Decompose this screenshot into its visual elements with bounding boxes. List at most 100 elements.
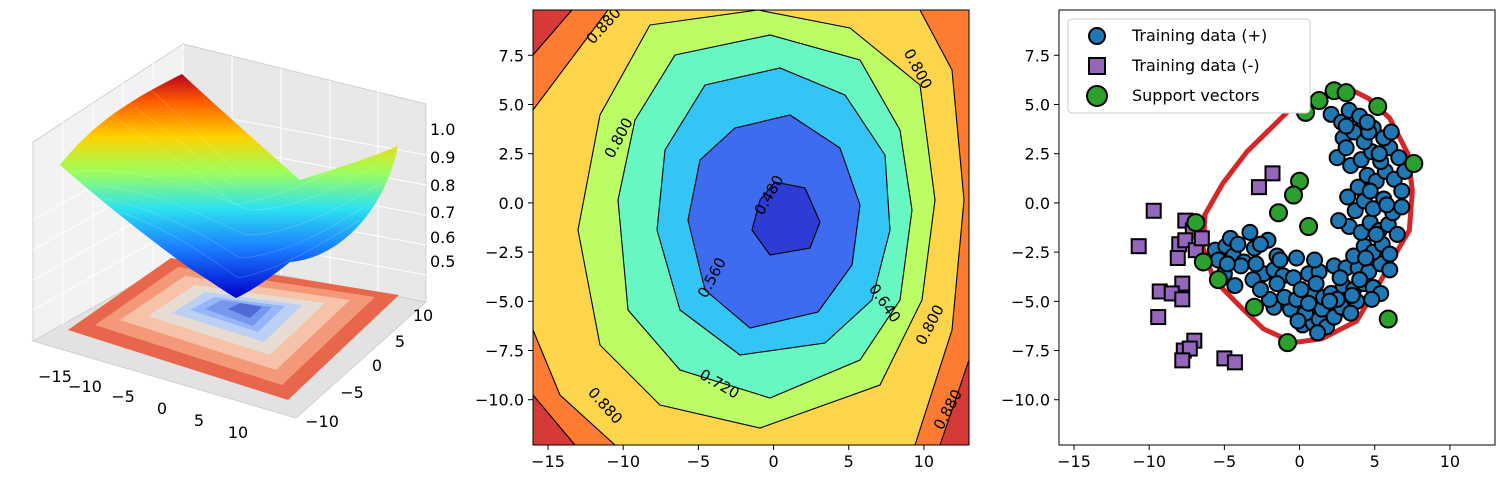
training-plus-point xyxy=(1300,294,1318,312)
training-plus-point xyxy=(1241,223,1259,241)
training-plus-point xyxy=(1251,235,1269,253)
legend: Training data (+) Training data (-) Supp… xyxy=(1067,18,1311,114)
legend-box xyxy=(1067,18,1311,114)
support-vector-points xyxy=(1186,81,1424,353)
training-plus-point xyxy=(1289,312,1307,330)
training-plus-point xyxy=(1370,145,1388,163)
contour-level-1 xyxy=(752,182,820,255)
contour-y-tick-label: −7.5 xyxy=(485,342,524,361)
z3d-tick: 0.8 xyxy=(430,176,455,195)
training-plus-point xyxy=(1393,198,1411,216)
x3d-tick: 10 xyxy=(228,423,248,442)
training-minus-point xyxy=(1169,250,1186,267)
scatter-y-tick-label: 0.0 xyxy=(1025,194,1050,213)
y3d-tick: 10 xyxy=(413,306,433,325)
training-minus-points xyxy=(1130,165,1281,371)
training-plus-point xyxy=(1271,251,1289,269)
z3d-tick: 0.6 xyxy=(430,228,455,247)
surface-3d-panel: −15 −10 −5 0 5 10 −10 −5 0 5 10 0.5 0.6 … xyxy=(31,43,455,442)
training-plus-point xyxy=(1367,225,1385,243)
training-plus-point xyxy=(1351,271,1369,289)
scatter-y-tick-label: −10.0 xyxy=(1001,391,1050,410)
training-minus-point xyxy=(1174,291,1191,308)
contour-y-tick-label: 0.0 xyxy=(499,194,524,213)
contour-x-tick-label: −5 xyxy=(687,452,711,471)
training-plus-point xyxy=(1229,235,1247,253)
contour-x-tick-label: −15 xyxy=(531,452,565,471)
surface-mesh xyxy=(60,74,398,298)
scatter-y-tick-label: 7.5 xyxy=(1025,46,1050,65)
legend-label-plus: Training data (+) xyxy=(1131,26,1267,45)
scatter-y-tick-label: −7.5 xyxy=(1011,342,1050,361)
training-plus-point xyxy=(1285,269,1303,287)
contour-panel: 0.4800.5600.6400.7200.8000.8000.8000.880… xyxy=(475,9,970,471)
legend-label-sv: Support vectors xyxy=(1132,86,1259,105)
training-minus-point xyxy=(1150,309,1167,326)
scatter-x-tick-label: −5 xyxy=(1213,452,1237,471)
support-vector-point xyxy=(1284,185,1304,205)
surface-mesh-lines xyxy=(69,84,393,279)
support-vector-point xyxy=(1309,91,1329,111)
training-plus-point xyxy=(1381,245,1399,263)
contour-x-tick-label: 5 xyxy=(844,452,854,471)
support-vector-point xyxy=(1208,270,1228,290)
training-plus-point xyxy=(1363,290,1381,308)
training-plus-point xyxy=(1288,249,1306,267)
scatter-y-tick-label: −5.0 xyxy=(1011,292,1050,311)
support-vector-point xyxy=(1336,83,1356,103)
training-minus-point xyxy=(1145,202,1162,219)
training-plus-point xyxy=(1393,182,1411,200)
training-plus-point xyxy=(1309,324,1327,342)
training-plus-point xyxy=(1382,123,1400,141)
x3d-tick: 0 xyxy=(157,399,167,418)
x3d-tick: −10 xyxy=(68,377,102,396)
scatter-y-ticks: −10.0 −7.5 −5.0 −2.5 0.0 2.5 5.0 7.5 xyxy=(1001,46,1059,410)
support-vector-point xyxy=(1278,333,1298,353)
z-axis-3d: 0.5 0.6 0.7 0.8 0.9 1.0 xyxy=(430,120,455,271)
support-vector-point xyxy=(1378,309,1398,329)
support-vector-point xyxy=(1269,203,1289,223)
training-plus-point xyxy=(1331,269,1349,287)
y3d-tick: 5 xyxy=(395,332,405,351)
training-plus-point xyxy=(1343,286,1361,304)
contour-y-tick-label: 5.0 xyxy=(499,95,524,114)
scatter-y-tick-label: 5.0 xyxy=(1025,95,1050,114)
support-vector-point xyxy=(1404,154,1424,174)
y3d-tick: −5 xyxy=(340,383,364,402)
training-plus-point xyxy=(1232,257,1250,275)
contour-y-tick-label: −5.0 xyxy=(485,292,524,311)
training-plus-points xyxy=(1206,101,1414,342)
floor-contour-projection xyxy=(68,258,399,400)
training-plus-point xyxy=(1247,255,1265,273)
training-plus-point xyxy=(1226,277,1244,295)
scatter-y-tick-label: −2.5 xyxy=(1011,243,1050,262)
x-axis-3d: −15 −10 −5 0 5 10 xyxy=(38,367,248,442)
training-minus-point xyxy=(1264,165,1281,182)
training-minus-point xyxy=(1130,238,1147,255)
legend-marker-minus xyxy=(1088,57,1106,75)
scatter-x-tick-label: 0 xyxy=(1294,452,1304,471)
training-plus-point xyxy=(1218,255,1236,273)
training-plus-point xyxy=(1337,139,1355,157)
training-plus-point xyxy=(1292,281,1310,299)
scatter-x-ticks: −15 −10 −5 0 5 10 xyxy=(1057,445,1460,471)
scatter-x-tick-label: 5 xyxy=(1370,452,1380,471)
contour-y-ticks: −10.0 −7.5 −5.0 −2.5 0.0 2.5 5.0 7.5 xyxy=(475,46,533,410)
training-plus-point xyxy=(1390,149,1408,167)
scatter-x-tick-label: −15 xyxy=(1057,452,1091,471)
training-minus-point xyxy=(1174,352,1191,369)
training-plus-point xyxy=(1337,117,1355,135)
z3d-tick: 0.5 xyxy=(430,252,455,271)
y-axis-3d: −10 −5 0 5 10 xyxy=(305,306,433,431)
contour-x-tick-label: 0 xyxy=(768,452,778,471)
support-vector-point xyxy=(1193,252,1213,272)
x3d-tick: −15 xyxy=(38,367,72,386)
training-plus-point xyxy=(1339,188,1357,206)
contour-x-tick-label: 10 xyxy=(914,452,934,471)
y3d-tick: −10 xyxy=(305,412,339,431)
training-plus-point xyxy=(1358,113,1376,131)
training-plus-point xyxy=(1268,275,1286,293)
contour-lines xyxy=(533,10,969,445)
training-minus-point xyxy=(1226,354,1243,371)
